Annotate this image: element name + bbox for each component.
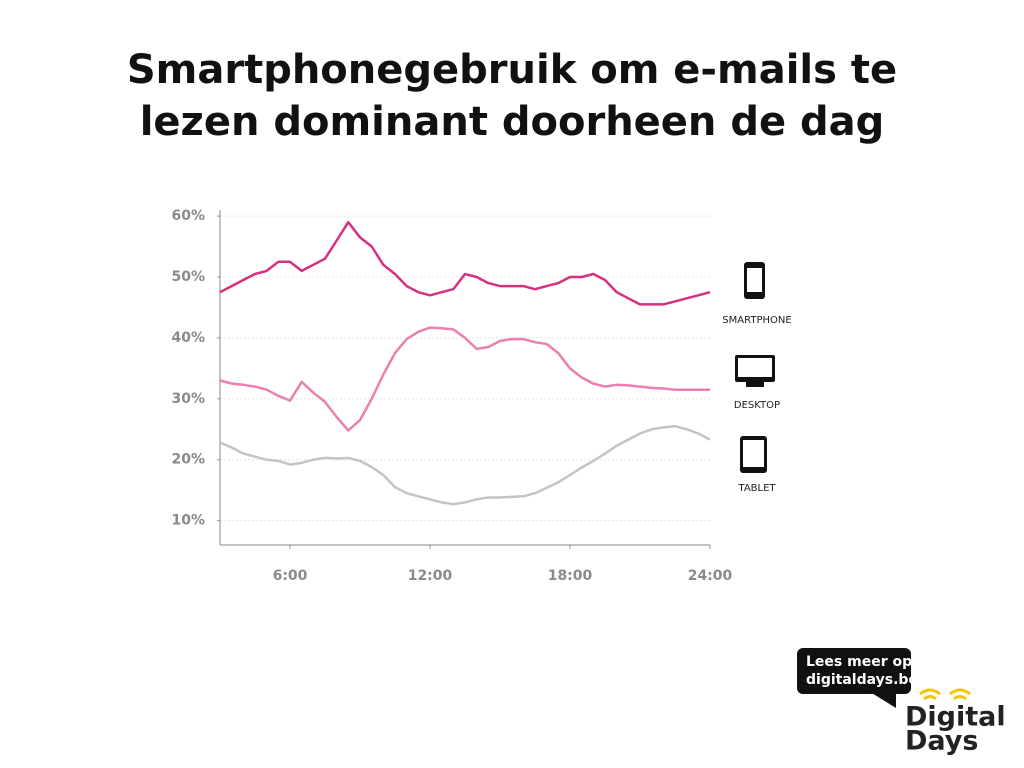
logo-text: Lees meer op xyxy=(806,654,912,670)
y-tick-label: 60% xyxy=(171,208,205,224)
series-line xyxy=(219,326,710,432)
legend-label: SMARTPHONE xyxy=(722,315,791,326)
smartphone-icon xyxy=(744,262,765,299)
legend-label: DESKTOP xyxy=(734,400,780,411)
tablet-icon xyxy=(740,436,767,473)
slide-title: Smartphonegebruik om e-mails te lezen do… xyxy=(126,47,898,145)
logo xyxy=(797,648,971,708)
x-tick-label: 12:00 xyxy=(408,568,453,584)
y-tick-label: 20% xyxy=(171,452,205,468)
series-line xyxy=(219,220,711,306)
brand-text: Days xyxy=(905,726,978,757)
y-tick-label: 10% xyxy=(171,513,205,529)
legend-label: TABLET xyxy=(737,483,776,494)
desktop-icon xyxy=(735,355,775,387)
y-tick-label: 50% xyxy=(171,269,205,285)
x-tick-label: 24:00 xyxy=(688,568,733,584)
y-tick-label: 30% xyxy=(171,391,205,407)
x-tick-label: 6:00 xyxy=(273,568,308,584)
x-tick-label: 18:00 xyxy=(548,568,593,584)
y-tick-label: 40% xyxy=(171,330,205,346)
brand-text: Digital xyxy=(905,702,1006,733)
logo-text: digitaldays.be xyxy=(806,672,918,688)
series-line xyxy=(219,424,711,506)
